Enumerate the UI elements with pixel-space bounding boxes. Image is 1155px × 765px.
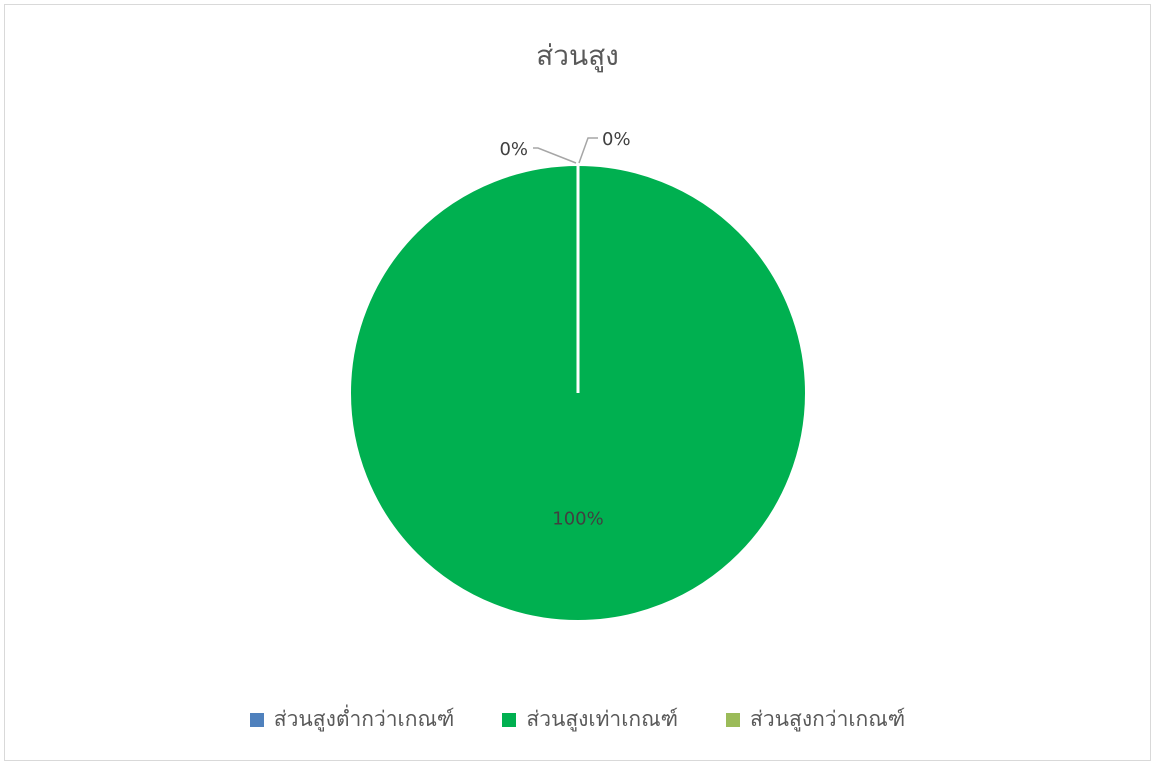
legend-label-2: ส่วนสูงเท่าเกณฑ์ [526, 707, 679, 731]
legend-label-1: ส่วนสูงต่ำกว่าเกณฑ์ [273, 707, 455, 731]
leader-line-3 [578, 137, 598, 164]
leader-line-1 [533, 147, 577, 164]
legend-swatch-1 [249, 712, 264, 727]
legend-item-3: ส่วนสูงกว่าเกณฑ์ [726, 703, 905, 736]
data-label-1: 0% [499, 139, 528, 160]
legend-swatch-2 [502, 712, 517, 727]
legend: ส่วนสูงต่ำกว่าเกณฑ์ ส่วนสูงเท่าเกณฑ์ ส่วนส… [0, 703, 1155, 736]
data-label-2: 100% [552, 508, 603, 529]
chart-title: ส่วนสูง [536, 39, 619, 72]
data-label-3: 0% [602, 129, 631, 150]
legend-item-2: ส่วนสูงเท่าเกณฑ์ [502, 703, 678, 736]
legend-label-3: ส่วนสูงกว่าเกณฑ์ [750, 707, 906, 731]
legend-swatch-3 [726, 712, 741, 727]
legend-item-1: ส่วนสูงต่ำกว่าเกณฑ์ [249, 703, 455, 736]
